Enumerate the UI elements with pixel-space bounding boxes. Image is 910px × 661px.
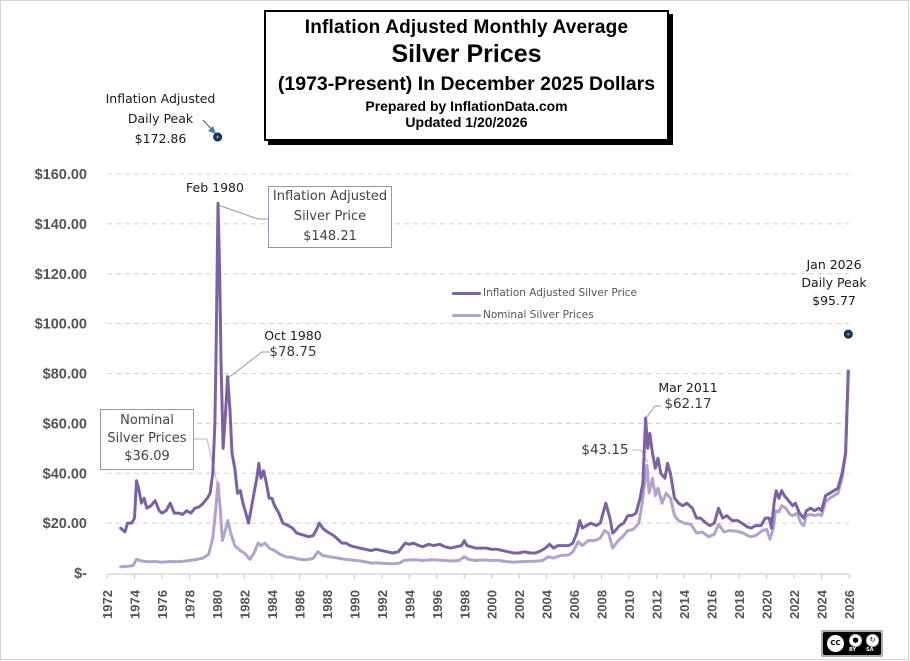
annotation-line: Jan 2026 bbox=[806, 257, 862, 272]
y-tick-label: $20.00 bbox=[43, 516, 87, 532]
annotation-line: Inflation Adjusted bbox=[272, 189, 388, 204]
series-line-inflation-adjusted bbox=[119, 201, 850, 555]
annotation-line: Silver Price bbox=[293, 209, 367, 224]
x-tick-label: 1982 bbox=[237, 590, 252, 619]
x-tick-label: 2000 bbox=[485, 590, 500, 619]
annotation-line: Oct 1980 bbox=[264, 328, 322, 343]
peak-marker-highlight bbox=[847, 332, 850, 336]
chart-title-box: Inflation Adjusted Monthly Average Silve… bbox=[264, 10, 669, 141]
annotation-feb-1980: Feb 1980 bbox=[186, 180, 244, 195]
annotation-daily-peak-1980: Inflation Adjusted Daily Peak $172.86 bbox=[98, 89, 223, 149]
y-axis: $- $20.00 $40.00 $60.00 $80.00 $100.00 $120.00… bbox=[35, 167, 88, 582]
chart-title-line2: Silver Prices bbox=[391, 40, 542, 68]
annotation-line: $172.86 bbox=[134, 131, 187, 146]
peak-marker-highlight bbox=[216, 135, 219, 139]
annotation-line: $78.75 bbox=[269, 344, 317, 360]
y-tick-label: $80.00 bbox=[43, 367, 87, 383]
annotation-box-inflation-adjusted: Inflation Adjusted Silver Price $148.21 bbox=[268, 186, 392, 248]
creative-commons-license-badge[interactable]: CC ● ↻ BY SA bbox=[821, 630, 883, 657]
x-tick-label: 2016 bbox=[705, 590, 720, 619]
annotation-line: $95.77 bbox=[812, 293, 856, 308]
y-tick-label: $60.00 bbox=[43, 416, 87, 432]
cc-by-label: BY bbox=[849, 647, 857, 653]
annotation-line: Mar 2011 bbox=[658, 380, 718, 395]
prepared-by: Prepared by InflationData.com bbox=[365, 98, 568, 114]
annotation-line: Inflation Adjusted bbox=[105, 91, 216, 106]
legend-label: Nominal Silver Prices bbox=[483, 309, 594, 321]
y-tick-label: $120.00 bbox=[35, 267, 87, 283]
annotation-oct-1980: Oct 1980 $78.75 bbox=[258, 328, 328, 360]
annotation-line: Daily Peak bbox=[801, 275, 867, 290]
x-tick-label: 1978 bbox=[182, 590, 197, 619]
gridlines bbox=[107, 173, 849, 524]
leader-nominal-2011 bbox=[632, 449, 649, 464]
annotation-line: $148.21 bbox=[303, 229, 357, 244]
x-tick-label: 1998 bbox=[457, 590, 472, 619]
x-tick-label: 2012 bbox=[650, 590, 665, 619]
x-tick-label: 2020 bbox=[760, 590, 775, 619]
x-tick-label: 2010 bbox=[622, 590, 637, 619]
annotation-line: Silver Prices bbox=[107, 431, 187, 446]
x-tick-label: 1976 bbox=[155, 590, 170, 619]
cc-icon: CC bbox=[826, 634, 845, 653]
peak-markers bbox=[213, 132, 853, 339]
annotation-nominal-2011: $43.15 bbox=[581, 442, 629, 458]
y-tick-label: $100.00 bbox=[35, 317, 87, 333]
series-lines bbox=[119, 201, 850, 569]
legend-item-inflation-adjusted: Inflation Adjusted Silver Price bbox=[452, 282, 637, 304]
x-tick-label: 1986 bbox=[292, 590, 307, 619]
legend-label: Inflation Adjusted Silver Price bbox=[483, 287, 637, 299]
chart-subtitle: (1973-Present) In December 2025 Dollars bbox=[277, 73, 656, 95]
series-line-nominal bbox=[119, 369, 850, 569]
x-tick-label: 2014 bbox=[677, 589, 692, 619]
legend: Inflation Adjusted Silver Price Nominal … bbox=[452, 282, 637, 326]
annotation-line: Daily Peak bbox=[127, 111, 194, 126]
x-tick-label: 1988 bbox=[320, 590, 335, 619]
x-tick-label: 1980 bbox=[210, 590, 225, 619]
x-tick-label: 1992 bbox=[375, 590, 390, 619]
y-tick-label: $- bbox=[74, 566, 87, 582]
annotation-line: $62.17 bbox=[664, 396, 712, 412]
legend-item-nominal: Nominal Silver Prices bbox=[452, 304, 637, 326]
x-tick-label: 2008 bbox=[595, 590, 610, 619]
y-tick-label: $140.00 bbox=[35, 217, 87, 233]
x-tick-label: 2024 bbox=[815, 589, 830, 619]
legend-swatch bbox=[452, 313, 481, 317]
attribution-icon: ● bbox=[849, 634, 862, 647]
annotation-jan-2026: Jan 2026 Daily Peak $95.77 bbox=[794, 256, 874, 310]
x-tick-label: 1972 bbox=[100, 590, 115, 619]
x-axis: 1972 1974 1976 1978 1980 1982 1984 1986 1988 1990… bbox=[100, 573, 857, 619]
x-tick-label: 2006 bbox=[567, 590, 582, 619]
annotation-box-nominal: Nominal Silver Prices $36.09 bbox=[100, 409, 194, 470]
x-tick-label: 1974 bbox=[127, 589, 142, 619]
x-tick-label: 1984 bbox=[265, 589, 280, 619]
chart-title: Inflation Adjusted Monthly Average bbox=[304, 17, 629, 38]
leader-mar-2011 bbox=[645, 405, 661, 419]
cc-sa-label: SA bbox=[866, 647, 874, 653]
leader-oct-1980 bbox=[227, 351, 270, 379]
annotation-line: $36.09 bbox=[124, 449, 170, 464]
x-tick-label: 1990 bbox=[347, 590, 362, 619]
cc-badge-body: CC ● ↻ BY SA bbox=[823, 632, 881, 655]
x-tick-label: 1994 bbox=[402, 589, 417, 619]
share-alike-icon: ↻ bbox=[866, 634, 879, 647]
y-tick-label: $160.00 bbox=[35, 167, 87, 183]
x-tick-label: 2026 bbox=[842, 590, 857, 619]
leader-adj-box bbox=[217, 204, 268, 220]
y-tick-label: $40.00 bbox=[43, 466, 87, 482]
x-tick-label: 2002 bbox=[512, 590, 527, 619]
x-tick-label: 1996 bbox=[430, 590, 445, 619]
annotation-mar-2011: Mar 2011 $62.17 bbox=[652, 380, 724, 412]
updated-date: Updated 1/20/2026 bbox=[405, 114, 528, 130]
x-tick-label: 2004 bbox=[540, 589, 555, 619]
x-tick-label: 2022 bbox=[787, 590, 802, 619]
arrow-head-icon bbox=[208, 126, 216, 134]
x-tick-label: 2018 bbox=[732, 590, 747, 619]
annotation-line: Nominal bbox=[120, 413, 174, 428]
legend-swatch bbox=[452, 291, 481, 295]
